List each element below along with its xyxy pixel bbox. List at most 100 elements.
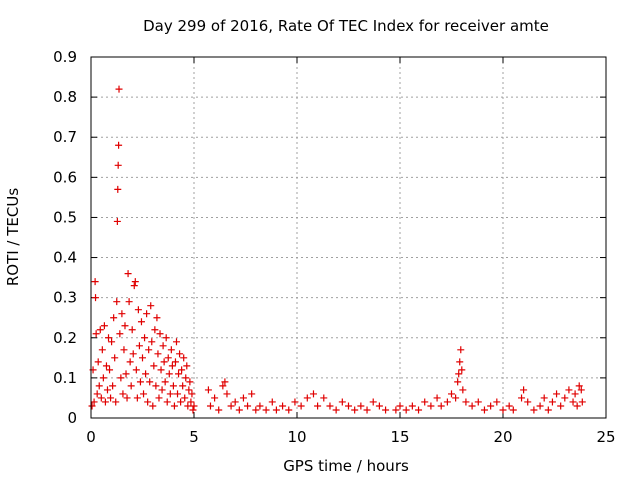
data-point xyxy=(332,406,340,414)
data-point xyxy=(536,402,544,410)
data-point xyxy=(154,350,162,358)
data-point xyxy=(458,366,466,374)
data-point xyxy=(480,406,488,414)
data-point xyxy=(452,394,460,402)
data-point xyxy=(96,326,104,334)
data-point xyxy=(179,382,187,390)
data-point xyxy=(129,350,137,358)
data-point xyxy=(93,390,101,398)
data-point xyxy=(291,398,299,406)
data-point xyxy=(166,390,174,398)
data-point xyxy=(159,342,167,350)
data-point xyxy=(227,402,235,410)
data-point xyxy=(437,402,445,410)
data-point xyxy=(565,386,573,394)
data-point xyxy=(146,378,154,386)
data-point xyxy=(94,358,102,366)
data-point xyxy=(124,270,132,278)
data-point xyxy=(141,334,149,342)
data-point xyxy=(98,346,106,354)
data-point xyxy=(474,398,482,406)
data-point xyxy=(188,390,196,398)
data-point xyxy=(577,386,585,394)
data-point xyxy=(164,354,172,362)
data-point xyxy=(499,406,507,414)
data-point xyxy=(314,402,322,410)
y-tick-label: 0.3 xyxy=(53,289,77,307)
data-point xyxy=(184,402,192,410)
data-point xyxy=(156,330,164,338)
data-point xyxy=(144,398,152,406)
data-point xyxy=(457,346,465,354)
data-point xyxy=(557,402,565,410)
data-point xyxy=(123,394,131,402)
y-tick-label: 0.7 xyxy=(53,128,77,146)
data-point xyxy=(147,302,155,310)
data-point xyxy=(108,338,116,346)
data-point xyxy=(338,398,346,406)
data-point xyxy=(392,406,400,414)
data-point xyxy=(114,161,122,169)
data-point xyxy=(180,354,188,362)
data-point xyxy=(177,398,185,406)
data-point xyxy=(158,386,166,394)
data-point xyxy=(142,370,150,378)
data-point xyxy=(396,402,404,410)
data-point xyxy=(190,402,198,410)
data-point xyxy=(118,310,126,318)
data-point xyxy=(268,398,276,406)
data-point xyxy=(101,398,109,406)
data-point xyxy=(382,406,390,414)
data-point xyxy=(91,278,99,286)
data-point xyxy=(575,382,583,390)
data-point xyxy=(493,398,501,406)
y-tick-label: 0.8 xyxy=(53,88,77,106)
data-point xyxy=(126,358,134,366)
x-tick-label: 5 xyxy=(189,428,199,446)
grid-lines xyxy=(91,57,606,418)
data-point xyxy=(578,398,586,406)
data-point xyxy=(408,402,416,410)
data-point xyxy=(239,394,247,402)
x-tick-label: 0 xyxy=(86,428,96,446)
data-point xyxy=(121,322,129,330)
data-point xyxy=(182,374,190,382)
chart-title: Day 299 of 2016, Rate Of TEC Index for r… xyxy=(143,17,549,35)
data-point xyxy=(402,406,410,414)
y-axis-label: ROTI / TECUs xyxy=(4,188,22,286)
data-point xyxy=(189,406,197,414)
data-point xyxy=(132,366,140,374)
data-point xyxy=(357,402,365,410)
data-point xyxy=(171,358,179,366)
data-point xyxy=(573,402,581,410)
data-point xyxy=(145,346,153,354)
y-tick-label: 0.2 xyxy=(53,329,77,347)
data-point xyxy=(221,378,229,386)
data-point xyxy=(524,398,532,406)
data-point xyxy=(155,394,163,402)
data-point xyxy=(90,398,98,406)
data-point xyxy=(99,374,107,382)
data-point xyxy=(459,386,467,394)
data-point xyxy=(175,370,183,378)
data-point xyxy=(303,394,311,402)
data-point xyxy=(115,141,123,149)
data-point xyxy=(468,402,476,410)
data-point xyxy=(363,406,371,414)
data-point xyxy=(139,354,146,362)
data-point xyxy=(149,402,157,410)
data-point xyxy=(128,326,136,334)
data-point xyxy=(115,85,123,93)
data-point xyxy=(169,382,177,390)
data-point xyxy=(462,398,470,406)
data-point xyxy=(163,398,171,406)
data-point xyxy=(309,390,317,398)
data-point xyxy=(415,406,423,414)
data-point xyxy=(122,370,130,378)
data-point xyxy=(114,185,122,193)
data-point xyxy=(140,390,148,398)
data-point xyxy=(185,386,193,394)
data-point xyxy=(148,338,156,346)
data-point xyxy=(106,366,114,374)
